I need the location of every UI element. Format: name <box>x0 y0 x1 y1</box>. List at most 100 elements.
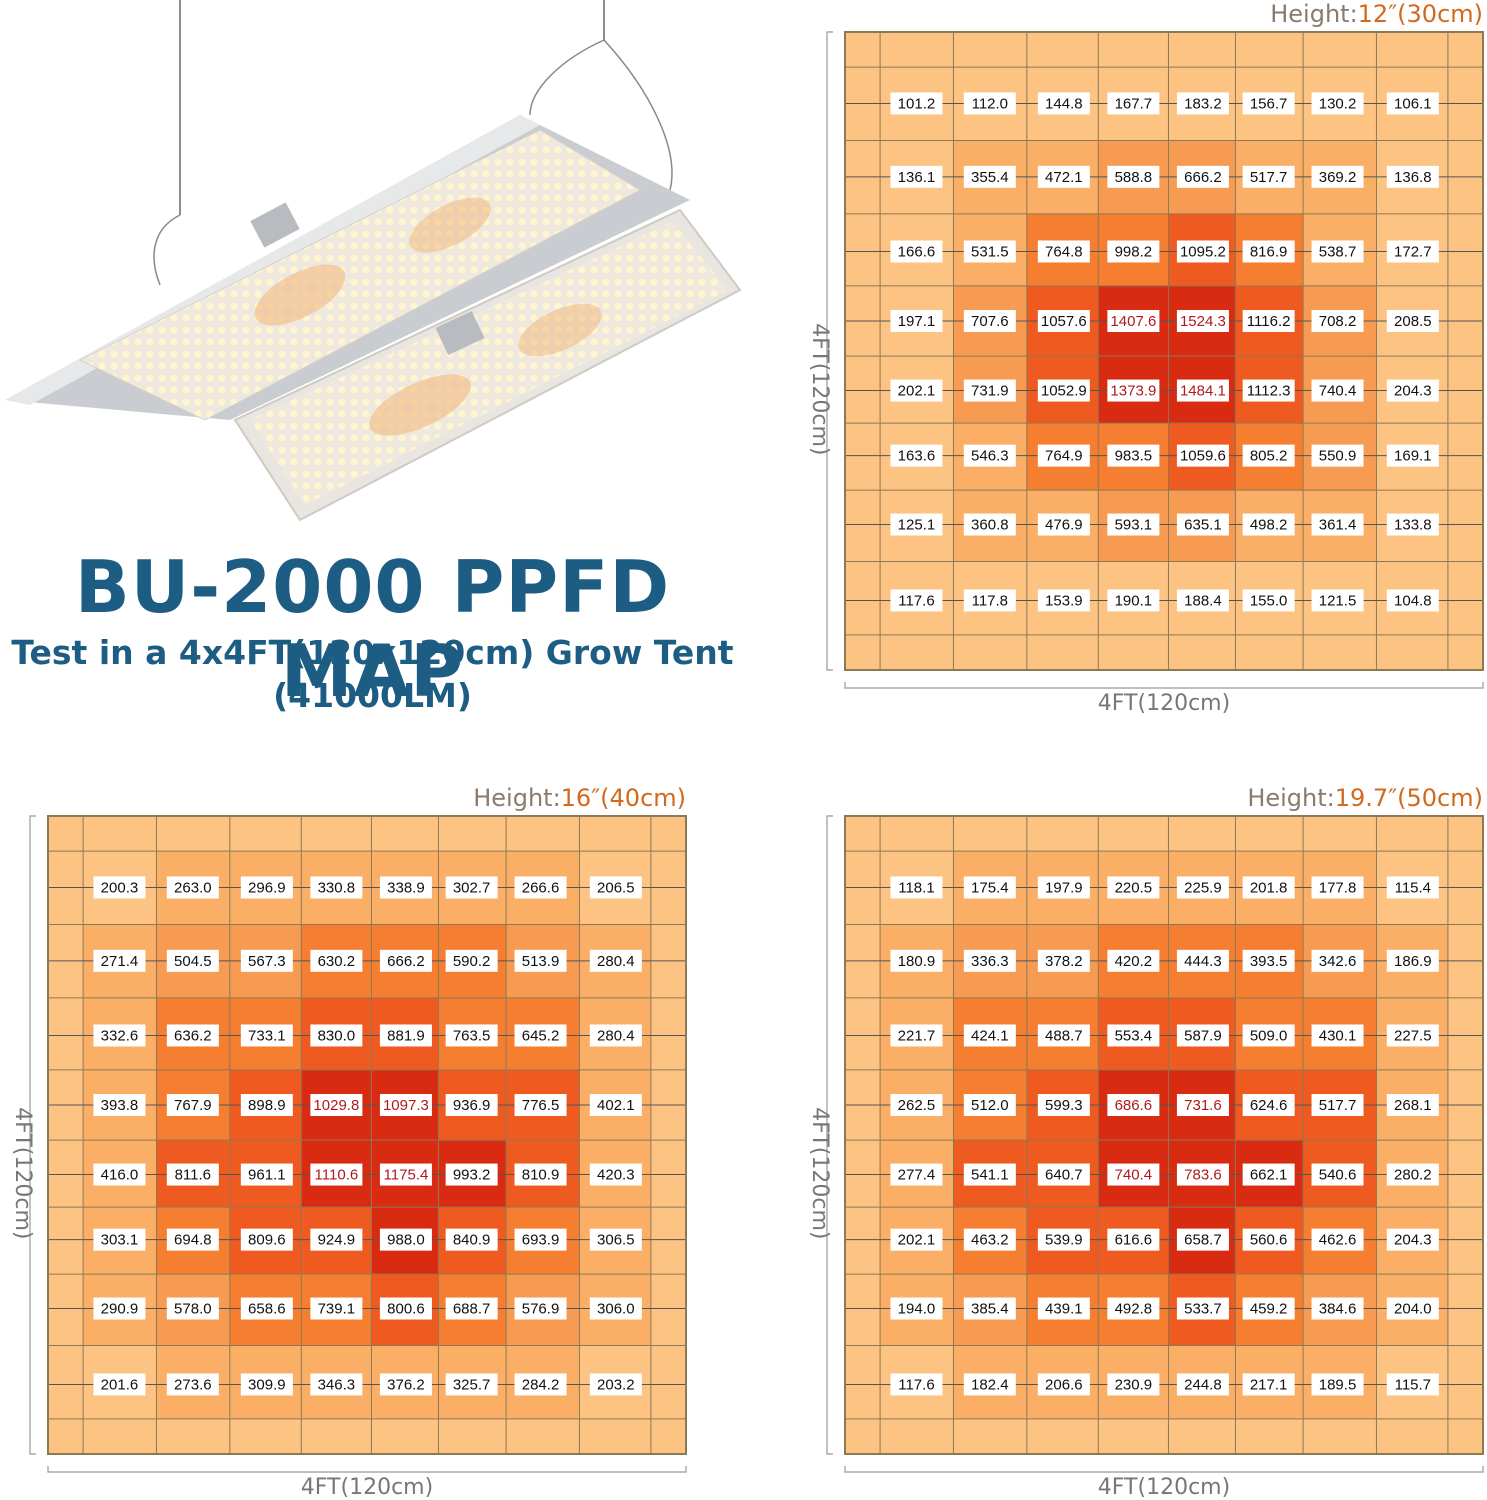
value-label-box <box>1242 1297 1295 1320</box>
value-label-box <box>166 1297 219 1320</box>
value-label-box <box>1242 589 1295 612</box>
value-label: 488.7 <box>1045 1027 1083 1044</box>
value-label: 1110.6 <box>315 1167 359 1184</box>
value-label-box <box>1107 589 1160 612</box>
value-label: 688.7 <box>453 1301 491 1318</box>
heatmap-border <box>844 815 1484 1455</box>
height-title: Height:16″(40cm) <box>473 784 686 812</box>
value-label: 182.4 <box>971 1376 1009 1393</box>
height-title: Height:19.7″(50cm) <box>1247 784 1483 812</box>
value-label: 197.1 <box>898 313 936 330</box>
value-label: 104.8 <box>1394 592 1432 609</box>
value-label-box <box>1242 949 1295 972</box>
value-label: 206.5 <box>597 879 635 896</box>
value-label-box <box>310 1373 363 1396</box>
value-label-box <box>445 1373 498 1396</box>
height-label: Height: <box>473 784 560 812</box>
value-label-box <box>1386 1373 1439 1396</box>
value-label: 764.8 <box>1045 243 1083 260</box>
value-label-box <box>240 1228 293 1251</box>
value-label: 200.3 <box>101 879 139 896</box>
value-label-box <box>240 1373 293 1396</box>
value-label: 117.6 <box>898 1376 934 1393</box>
value-label: 881.9 <box>387 1027 425 1044</box>
value-label: 117.6 <box>898 592 934 609</box>
value-label-box <box>445 1163 498 1186</box>
value-label: 666.2 <box>387 953 425 970</box>
value-label: 993.2 <box>453 1167 491 1184</box>
value-label: 201.8 <box>1250 879 1288 896</box>
value-label-box <box>1176 379 1229 402</box>
value-label: 567.3 <box>248 953 286 970</box>
x-axis-label: 4FT(120cm) <box>301 1475 433 1500</box>
value-label: 462.6 <box>1319 1232 1357 1249</box>
value-label: 1052.9 <box>1041 383 1087 400</box>
value-label-box <box>963 1163 1016 1186</box>
value-label: 266.6 <box>522 879 560 896</box>
value-label-box <box>1037 513 1090 536</box>
value-label-box <box>445 1094 498 1117</box>
value-label: 576.9 <box>522 1301 560 1318</box>
value-label: 636.2 <box>174 1027 212 1044</box>
page-subtitle: Test in a 4x4FT(120x120cm) Grow Tent <box>11 633 734 672</box>
value-label-box <box>1037 1094 1090 1117</box>
value-label-box <box>1107 1024 1160 1047</box>
value-label: 553.4 <box>1115 1027 1153 1044</box>
value-label: 342.6 <box>1319 953 1357 970</box>
value-label-box <box>1176 1373 1229 1396</box>
value-label-box <box>963 165 1016 188</box>
value-label-box <box>1386 949 1439 972</box>
value-label-box <box>1037 876 1090 899</box>
value-label: 302.7 <box>453 879 491 896</box>
heatmap-2: 200.3 263.0 296.9 330.8 338.9 302.7 266.6 206.5… <box>10 784 687 1500</box>
value-label-box <box>240 1297 293 1320</box>
value-label: 658.7 <box>1184 1232 1222 1249</box>
value-label-box <box>589 1373 642 1396</box>
value-label-box <box>1386 165 1439 188</box>
value-label-box <box>1242 1228 1295 1251</box>
value-label: 694.8 <box>174 1232 212 1249</box>
value-label-box <box>1311 310 1364 333</box>
value-label-box <box>166 876 219 899</box>
value-label-box <box>1386 444 1439 467</box>
value-label: 599.3 <box>1045 1097 1083 1114</box>
value-label-box <box>963 310 1016 333</box>
value-label: 1116.2 <box>1247 313 1291 330</box>
value-label-box <box>1176 876 1229 899</box>
height-value: 16″(40cm) <box>561 784 686 812</box>
value-label-box <box>1176 1297 1229 1320</box>
value-label-box <box>1037 379 1090 402</box>
y-axis-label: 4FT(120cm) <box>10 1107 35 1239</box>
value-label: 263.0 <box>174 879 212 896</box>
value-label: 1095.2 <box>1180 243 1226 260</box>
heatmap-border <box>844 31 1484 671</box>
value-label-box <box>1107 92 1160 115</box>
value-label: 121.5 <box>1319 592 1357 609</box>
value-label: 476.9 <box>1045 517 1083 534</box>
value-label-box <box>1176 1024 1229 1047</box>
value-label-box <box>1311 589 1364 612</box>
value-label: 194.0 <box>898 1301 936 1318</box>
value-label: 541.1 <box>971 1167 1009 1184</box>
value-label-box <box>1242 1163 1295 1186</box>
value-label: 204.0 <box>1394 1301 1432 1318</box>
value-label-box <box>93 1094 146 1117</box>
value-label: 492.8 <box>1115 1301 1153 1318</box>
value-label: 924.9 <box>318 1232 356 1249</box>
value-label-box <box>1037 165 1090 188</box>
height-value: 12″(30cm) <box>1358 0 1483 28</box>
value-label-box <box>890 444 943 467</box>
value-label-box <box>1037 589 1090 612</box>
value-label: 430.1 <box>1319 1027 1357 1044</box>
value-label-box <box>166 949 219 972</box>
y-axis-bracket <box>29 815 36 1455</box>
heatmap-border <box>47 815 687 1455</box>
value-label-box <box>1107 513 1160 536</box>
value-label-box <box>890 310 943 333</box>
value-label-box <box>166 1024 219 1047</box>
value-label: 393.5 <box>1250 953 1288 970</box>
value-label-box <box>1037 1297 1090 1320</box>
value-label-box <box>1311 513 1364 536</box>
value-label: 202.1 <box>898 1232 936 1249</box>
value-label-box <box>445 949 498 972</box>
